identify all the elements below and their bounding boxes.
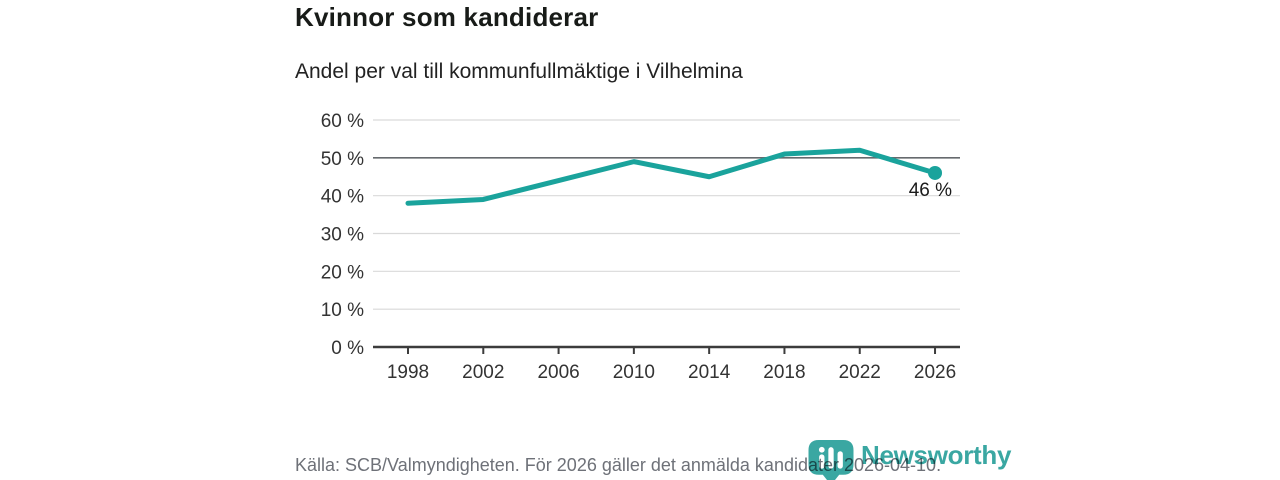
y-tick-label: 20 % (321, 262, 364, 283)
newsworthy-pin-icon (808, 440, 854, 480)
x-tick-label: 2022 (839, 362, 881, 383)
data-line (405, 147, 938, 206)
x-tick-label: 2010 (613, 362, 655, 383)
y-tick-label: 40 % (321, 187, 364, 208)
chart-title: Kvinnor som kandiderar (295, 2, 599, 32)
newsworthy-wordmark: Newsworthy (861, 440, 1012, 470)
x-tick-label: 2014 (688, 362, 731, 383)
logo-bar-medium (837, 451, 843, 469)
y-tick-label: 10 % (321, 300, 364, 321)
source-note: Källa: SCB/Valmyndigheten. För 2026 gäll… (295, 455, 942, 475)
x-tick-label: 2006 (537, 362, 579, 383)
newsworthy-logo: Newsworthy (808, 440, 1011, 480)
y-tick-label: 0 % (331, 338, 364, 359)
y-tick-label: 60 % (321, 111, 364, 132)
end-point-label: 46 % (909, 180, 952, 201)
chart-subtitle: Andel per val till kommunfullmäktige i V… (295, 60, 743, 83)
x-tick-label: 1998 (387, 362, 429, 383)
x-tick-label: 2002 (462, 362, 504, 383)
x-tick-label: 2026 (914, 362, 956, 383)
line-chart: 0 % 10 % 20 % 30 % 40 % 50 % 60 % 1998 2002 2006 2… (321, 111, 960, 383)
logo-bar-tall (828, 447, 834, 469)
logo-dot (818, 446, 825, 453)
end-point-dot (928, 165, 943, 180)
y-tick-label: 30 % (321, 225, 364, 246)
x-tick-label: 2018 (763, 362, 805, 383)
logo-bar-short (819, 454, 825, 469)
y-tick-label: 50 % (321, 149, 364, 170)
